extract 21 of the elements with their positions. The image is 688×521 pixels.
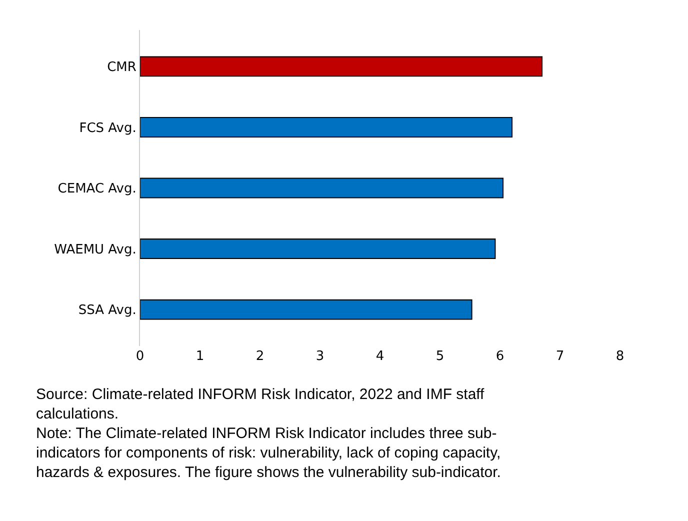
x-tick-label: 4: [376, 349, 384, 364]
y-tick-label: CEMAC Avg.: [58, 182, 136, 197]
x-tick-label: 8: [616, 349, 624, 364]
text: Note: The Climate-related INFORM Risk Indicator includes three sub-indicators for components of risk: vulnerability, lack of coping capacity, hazards & exposures. The figure shows the vulnerability sub-indicator.: [36, 425, 501, 481]
bar: [140, 178, 504, 198]
bar: [140, 117, 512, 138]
y-tick-label: FCS Avg.: [79, 120, 136, 136]
x-tick-label: 3: [316, 349, 324, 364]
bar: [140, 299, 472, 320]
y-tick-label: WAEMU Avg.: [54, 242, 136, 258]
x-tick-label: 7: [556, 349, 564, 364]
x-tick-label: 2: [256, 349, 264, 364]
bar: [140, 238, 496, 259]
x-tick-label: 6: [496, 349, 504, 364]
bar: [140, 56, 542, 77]
x-tick-label: 5: [436, 349, 444, 364]
y-tick-label: SSA Avg.: [78, 303, 136, 318]
source-note: Source: Climate-related INFORM Risk Indicator, 2022 and IMF staff calculations.: [36, 386, 486, 422]
x-tick-label: 1: [196, 349, 204, 364]
x-tick-label: 0: [136, 349, 144, 364]
y-tick-label: CMR: [107, 60, 136, 76]
